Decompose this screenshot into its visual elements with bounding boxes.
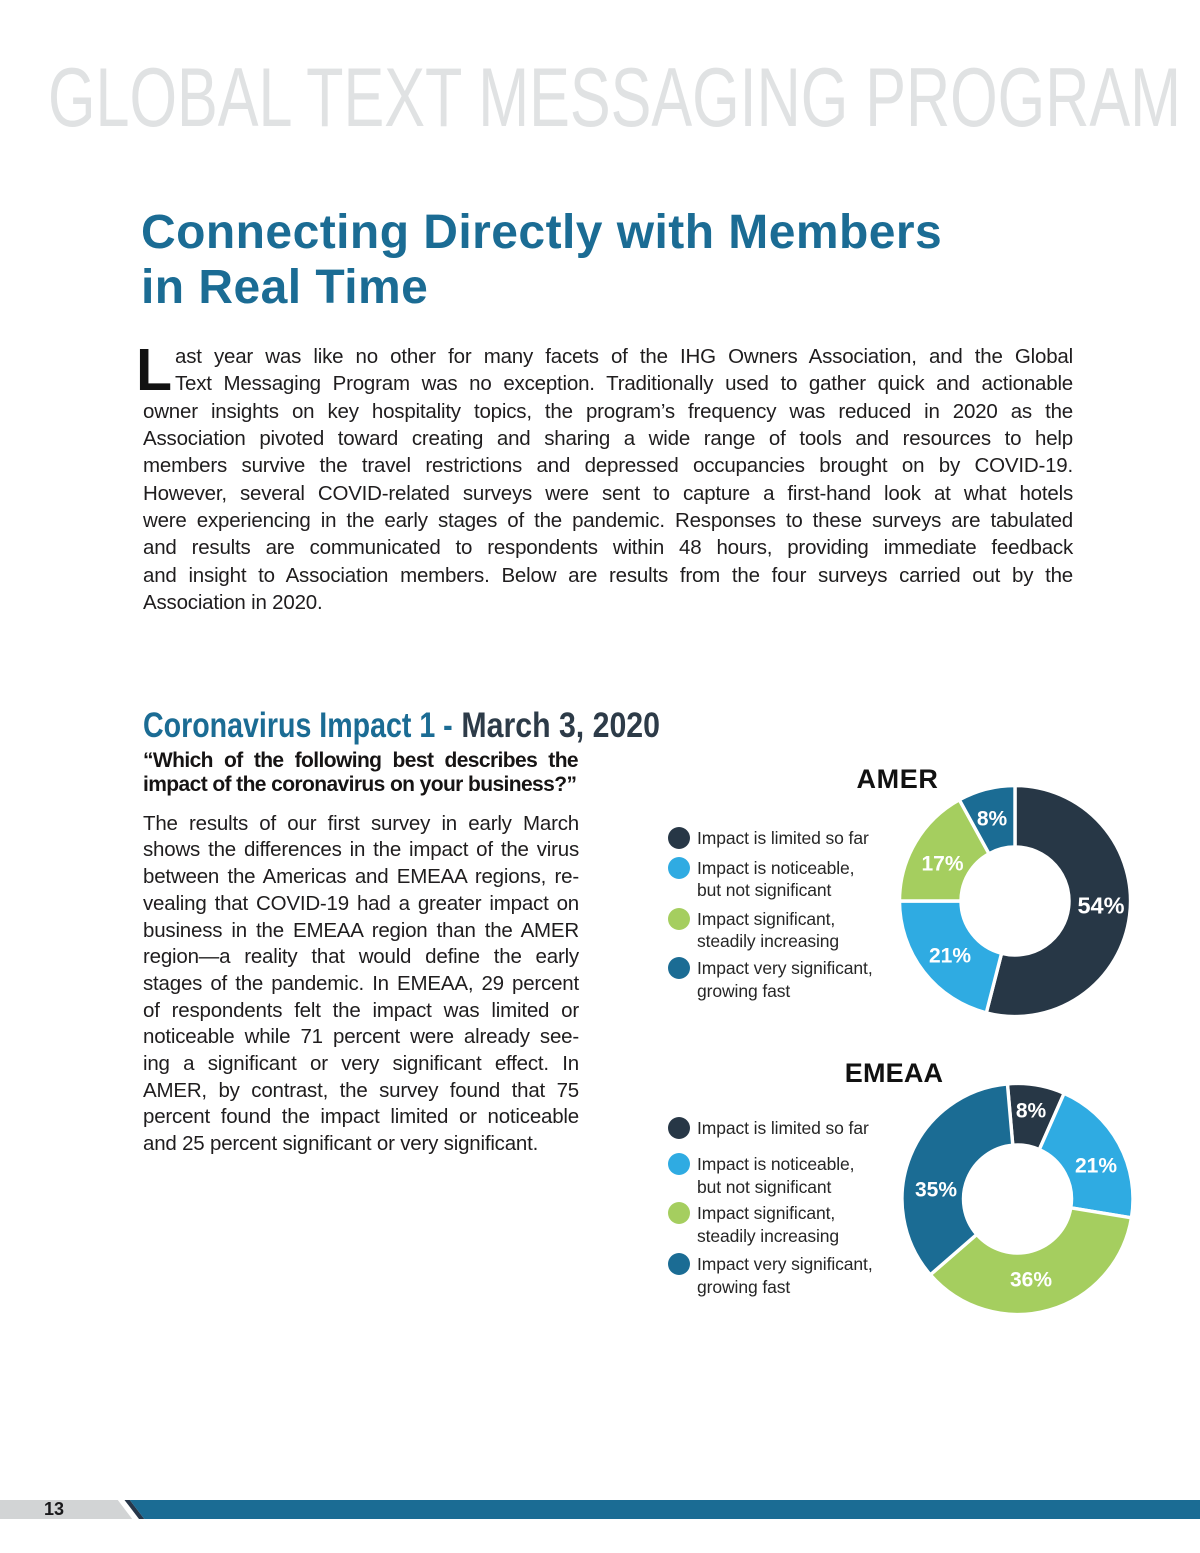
svg-text:Coronavirus Impact 1 -: Coronavirus Impact 1 - (143, 706, 453, 745)
svg-text:March 3, 2020: March 3, 2020 (461, 706, 660, 745)
svg-text:GLOBAL TEXT MESSAGING PROGRAM: GLOBAL TEXT MESSAGING PROGRAM (48, 50, 1181, 144)
